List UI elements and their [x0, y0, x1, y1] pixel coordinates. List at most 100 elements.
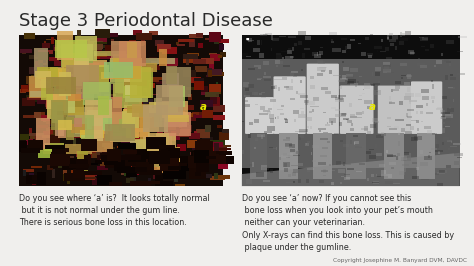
Bar	[398, 141, 400, 146]
Bar	[134, 123, 148, 127]
Bar	[164, 103, 168, 109]
Bar	[320, 138, 328, 140]
Bar	[51, 100, 68, 130]
Bar	[141, 154, 158, 162]
Bar	[294, 43, 297, 46]
Bar	[411, 137, 418, 141]
Bar	[401, 157, 406, 161]
Bar	[426, 111, 433, 114]
Bar	[348, 79, 356, 83]
Bar	[91, 149, 106, 158]
Bar	[446, 61, 451, 63]
Bar	[444, 117, 451, 121]
Bar	[64, 173, 84, 181]
Bar	[147, 178, 151, 184]
Bar	[34, 48, 48, 77]
Bar	[447, 108, 454, 113]
Bar	[273, 148, 276, 149]
Bar	[94, 53, 108, 57]
Bar	[222, 129, 229, 133]
Bar	[366, 53, 374, 56]
Bar	[327, 122, 328, 124]
Bar	[153, 172, 160, 179]
Bar	[449, 107, 451, 109]
Bar	[354, 142, 355, 145]
Bar	[293, 169, 298, 173]
Bar	[219, 132, 229, 140]
Bar	[134, 108, 164, 118]
Bar	[401, 77, 402, 79]
Bar	[92, 153, 97, 158]
Bar	[320, 47, 323, 48]
Bar	[434, 65, 437, 67]
Bar	[176, 41, 179, 45]
Bar	[121, 140, 133, 147]
Bar	[143, 136, 173, 159]
Bar	[245, 104, 250, 107]
Bar	[305, 36, 311, 40]
Bar	[356, 171, 362, 172]
Bar	[68, 107, 81, 116]
Bar	[105, 63, 115, 70]
Bar	[154, 159, 181, 167]
Bar	[450, 77, 456, 80]
Bar	[126, 136, 132, 138]
Bar	[286, 86, 293, 90]
Bar	[200, 142, 213, 145]
Bar	[403, 157, 411, 161]
Bar	[93, 60, 107, 67]
Bar	[285, 143, 292, 147]
Bar	[109, 101, 112, 103]
Bar	[57, 31, 73, 60]
Bar	[259, 113, 268, 115]
Bar	[328, 118, 336, 123]
Bar	[214, 173, 219, 179]
Bar	[378, 100, 380, 105]
Bar	[170, 111, 185, 117]
Bar	[309, 111, 312, 113]
Bar	[265, 33, 272, 35]
Bar	[43, 131, 51, 136]
Bar	[373, 90, 381, 95]
Bar	[202, 110, 213, 118]
Bar	[392, 35, 398, 39]
Bar	[246, 56, 251, 57]
Bar	[30, 91, 63, 97]
Bar	[23, 115, 34, 118]
Bar	[334, 133, 338, 135]
Bar	[41, 80, 53, 99]
Bar	[257, 134, 265, 137]
Bar	[322, 147, 328, 149]
Bar	[110, 104, 116, 107]
Bar	[124, 102, 128, 109]
Bar	[133, 158, 137, 165]
Bar	[141, 152, 146, 158]
Bar	[72, 40, 82, 46]
Bar	[123, 109, 134, 123]
Bar	[280, 113, 284, 115]
Bar	[358, 99, 362, 100]
Bar	[420, 150, 423, 154]
Bar	[443, 114, 451, 116]
Bar	[271, 48, 272, 51]
Bar	[125, 85, 137, 95]
Bar	[264, 34, 268, 35]
Bar	[92, 181, 95, 182]
Bar	[194, 81, 204, 90]
Bar	[64, 59, 73, 65]
Bar	[292, 155, 300, 156]
Bar	[375, 144, 377, 148]
Bar	[350, 116, 357, 118]
Bar	[292, 181, 295, 183]
Bar	[46, 88, 64, 109]
Bar	[194, 150, 210, 163]
Bar	[200, 100, 213, 107]
Bar	[400, 63, 408, 66]
Bar	[162, 73, 180, 97]
Bar	[185, 114, 196, 121]
Bar	[450, 74, 453, 76]
Bar	[285, 146, 292, 149]
Bar	[131, 92, 136, 97]
FancyBboxPatch shape	[273, 76, 306, 134]
Bar	[49, 123, 64, 126]
